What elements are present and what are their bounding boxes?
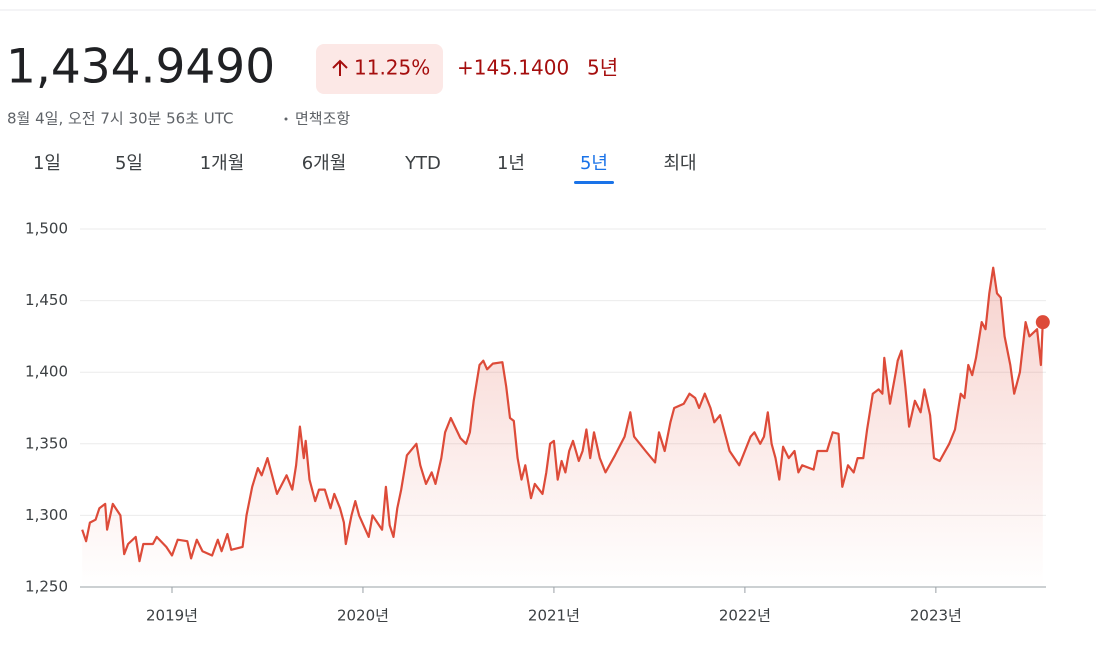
up-arrow [332,59,348,76]
y-tick-label: 1,400 [25,363,68,381]
disclaimer-link[interactable]: 면책조항 [295,110,350,128]
area [82,267,1043,587]
range-tab[interactable]: 6개월 [302,153,347,174]
x-tick-label: 2019년 [146,607,198,625]
x-tick-label: 2023년 [910,607,962,625]
range-tab[interactable]: 5일 [115,153,143,174]
range-tab[interactable]: 1년 [497,153,525,174]
tab-underline [574,181,614,184]
range-tab[interactable]: 1일 [33,153,61,174]
timestamp: 8월 4일, 오전 7시 30분 56초 UTC [7,110,234,128]
change-percent: 11.25% [354,56,430,80]
y-tick-label: 1,500 [25,220,68,238]
x-tick-label: 2020년 [337,607,389,625]
price: 1,434.9490 [6,40,275,95]
range-tab[interactable]: 5년 [580,153,608,174]
y-tick-label: 1,300 [25,506,68,524]
period: 5년 [587,56,618,80]
x-tick-label: 2021년 [528,607,580,625]
change-value: +145.1400 [457,56,569,80]
dot-separator [284,117,288,121]
end-marker [1035,315,1050,330]
y-tick-label: 1,450 [25,291,68,309]
y-tick-label: 1,350 [25,434,68,452]
line [81,266,1044,563]
range-tab[interactable]: 1개월 [200,153,245,174]
range-tab[interactable]: YTD [404,153,441,174]
x-tick-label: 2022년 [719,607,771,625]
change-badge [316,44,443,94]
y-tick-label: 1,250 [25,578,68,596]
range-tab[interactable]: 최대 [663,153,696,174]
